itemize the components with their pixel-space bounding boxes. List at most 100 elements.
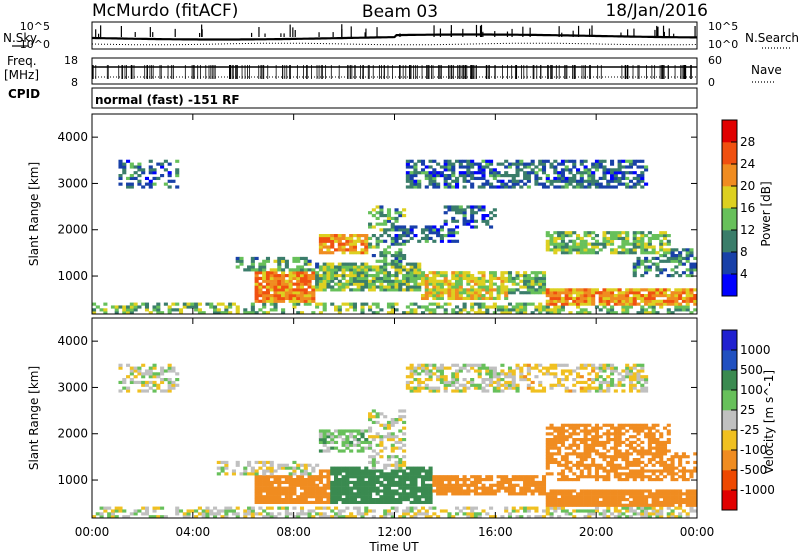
heatmap-cell — [266, 469, 270, 472]
heatmap-cell — [550, 472, 554, 475]
heatmap-cell — [689, 495, 693, 498]
heatmap-cell — [255, 469, 259, 472]
heatmap-cell — [546, 504, 550, 507]
heatmap-cell — [137, 389, 141, 392]
heatmap-cell — [323, 285, 327, 288]
heatmap-cell — [565, 389, 569, 392]
heatmap-cell — [183, 512, 187, 515]
heatmap-cell — [565, 183, 569, 186]
heatmap-cell — [621, 455, 625, 458]
heatmap-cell — [289, 288, 293, 291]
heatmap-cell — [251, 260, 255, 263]
heatmap-cell — [652, 478, 656, 481]
heatmap-cell — [277, 501, 281, 504]
heatmap-cell — [580, 183, 584, 186]
heatmap-cell — [599, 364, 603, 367]
heatmap-cell — [678, 260, 682, 263]
heatmap-cell — [591, 294, 595, 297]
heatmap-cell — [644, 512, 648, 515]
heatmap-cell — [610, 464, 614, 467]
heatmap-cell — [319, 472, 323, 475]
heatmap-cell — [584, 367, 588, 370]
heatmap-cell — [637, 240, 641, 243]
heatmap-cell — [349, 467, 353, 470]
heatmap-cell — [561, 384, 565, 387]
heatmap-cell — [357, 512, 361, 515]
heatmap-cell — [470, 384, 474, 387]
heatmap-cell — [338, 481, 342, 484]
heatmap-cell — [587, 294, 591, 297]
heatmap-cell — [637, 464, 641, 467]
heatmap-cell — [277, 475, 281, 478]
heatmap-cell — [395, 277, 399, 280]
heatmap-cell — [292, 277, 296, 280]
heatmap-cell — [565, 424, 569, 427]
heatmap-cell — [682, 288, 686, 291]
heatmap-cell — [266, 297, 270, 300]
heatmap-cell — [614, 288, 618, 291]
heatmap-cell — [429, 475, 433, 478]
heatmap-cell — [304, 263, 308, 266]
heatmap-cell — [481, 367, 485, 370]
heatmap-cell — [587, 489, 591, 492]
heatmap-cell — [372, 254, 376, 257]
heatmap-cell — [277, 274, 281, 277]
heatmap-cell — [228, 303, 232, 306]
heatmap-cell — [364, 268, 368, 271]
heatmap-cell — [508, 492, 512, 495]
heatmap-cell — [485, 280, 489, 283]
heatmap-cell — [516, 478, 520, 481]
heatmap-cell — [621, 231, 625, 234]
heatmap-cell — [308, 291, 312, 294]
heatmap-cell — [580, 288, 584, 291]
heatmap-cell — [308, 260, 312, 263]
heatmap-cell — [553, 300, 557, 303]
heatmap-cell — [481, 185, 485, 188]
heatmap-cell — [531, 160, 535, 163]
heatmap-cell — [357, 469, 361, 472]
heatmap-cell — [440, 489, 444, 492]
cpid-text: normal (fast) -151 RF — [95, 93, 240, 107]
heatmap-cell — [372, 478, 376, 481]
heatmap-cell — [637, 369, 641, 372]
colorbar-swatch — [722, 208, 737, 230]
heatmap-cell — [610, 504, 614, 507]
heatmap-cell — [402, 240, 406, 243]
heatmap-cell — [379, 495, 383, 498]
heatmap-cell — [183, 305, 187, 308]
heatmap-cell — [644, 507, 648, 510]
heatmap-cell — [557, 427, 561, 430]
heatmap-cell — [258, 268, 262, 271]
heatmap-cell — [304, 495, 308, 498]
heatmap-cell — [648, 492, 652, 495]
heatmap-cell — [625, 231, 629, 234]
heatmap-cell — [413, 498, 417, 501]
heatmap-cell — [379, 501, 383, 504]
heatmap-cell — [640, 387, 644, 390]
heatmap-cell — [610, 171, 614, 174]
heatmap-cell — [270, 464, 274, 467]
heatmap-cell — [576, 300, 580, 303]
velocity-colorbar-label: Velocity [m s^-1] — [762, 370, 776, 474]
heatmap-cell — [277, 484, 281, 487]
heatmap-cell — [149, 372, 153, 375]
heatmap-cell — [342, 475, 346, 478]
heatmap-cell — [576, 171, 580, 174]
heatmap-cell — [625, 498, 629, 501]
heatmap-cell — [410, 492, 414, 495]
heatmap-cell — [580, 245, 584, 248]
heatmap-cell — [474, 492, 478, 495]
heatmap-cell — [625, 444, 629, 447]
heatmap-cell — [576, 245, 580, 248]
heatmap-cell — [247, 512, 251, 515]
heatmap-cell — [417, 469, 421, 472]
heatmap-cell — [576, 501, 580, 504]
heatmap-cell — [338, 274, 342, 277]
heatmap-cell — [360, 271, 364, 274]
heatmap-cell — [637, 165, 641, 168]
heatmap-cell — [655, 509, 659, 512]
heatmap-cell — [587, 177, 591, 180]
heatmap-cell — [402, 427, 406, 430]
heatmap-cell — [519, 274, 523, 277]
heatmap-cell — [413, 501, 417, 504]
